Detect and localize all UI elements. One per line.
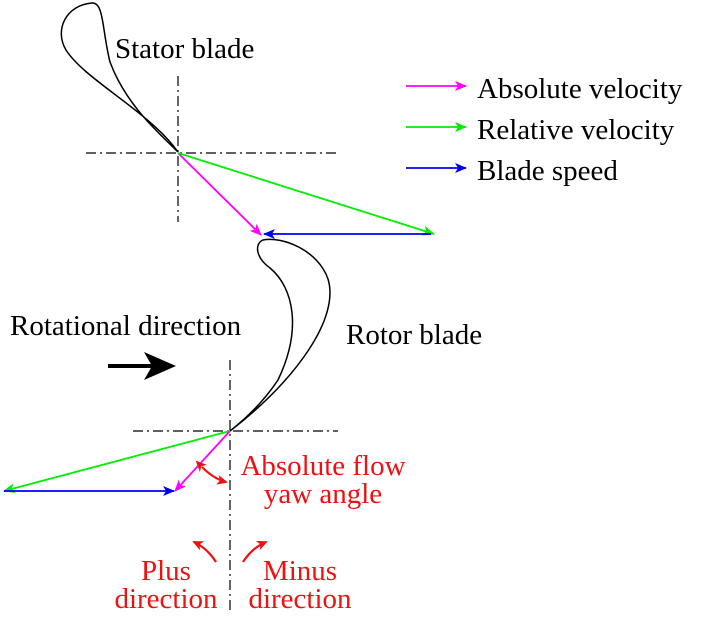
rotor-absolute-velocity-arrow — [174, 430, 231, 492]
yaw-angle-arc-arrow — [195, 460, 228, 485]
plus-direction-label-line2: direction — [114, 583, 218, 615]
legend-item-relative-velocity: Relative velocity — [406, 114, 675, 146]
stator-blade-outline — [60, 2, 179, 153]
minus-direction-label-line1: Minus — [263, 555, 337, 587]
yaw-angle-label-line1: Absolute flow — [240, 450, 405, 482]
legend-label: Relative velocity — [477, 114, 675, 146]
stator-blade-label: Stator blade — [115, 33, 254, 65]
stator-absolute-velocity-arrow — [177, 152, 262, 236]
plus-direction-arrow-icon — [192, 541, 217, 563]
rotor-relative-velocity-arrow — [3, 430, 231, 494]
legend: Absolute velocity Relative velocity Blad… — [406, 73, 683, 187]
minus-direction-label-line2: direction — [248, 583, 352, 615]
plus-direction-label-line1: Plus — [141, 555, 191, 587]
legend-label: Absolute velocity — [477, 73, 683, 105]
legend-item-absolute-velocity: Absolute velocity — [406, 73, 683, 105]
rotational-direction-arrow-icon — [108, 352, 176, 380]
stator-relative-velocity-arrow — [177, 152, 435, 236]
legend-label: Blade speed — [477, 155, 618, 187]
rotational-direction-label: Rotational direction — [10, 310, 242, 342]
yaw-angle-label-line2: yaw angle — [264, 478, 382, 510]
rotor-blade-label: Rotor blade — [346, 319, 482, 351]
minus-direction-arrow-icon — [242, 540, 268, 563]
legend-item-blade-speed: Blade speed — [406, 155, 618, 187]
rotor-blade-outline — [229, 238, 331, 432]
